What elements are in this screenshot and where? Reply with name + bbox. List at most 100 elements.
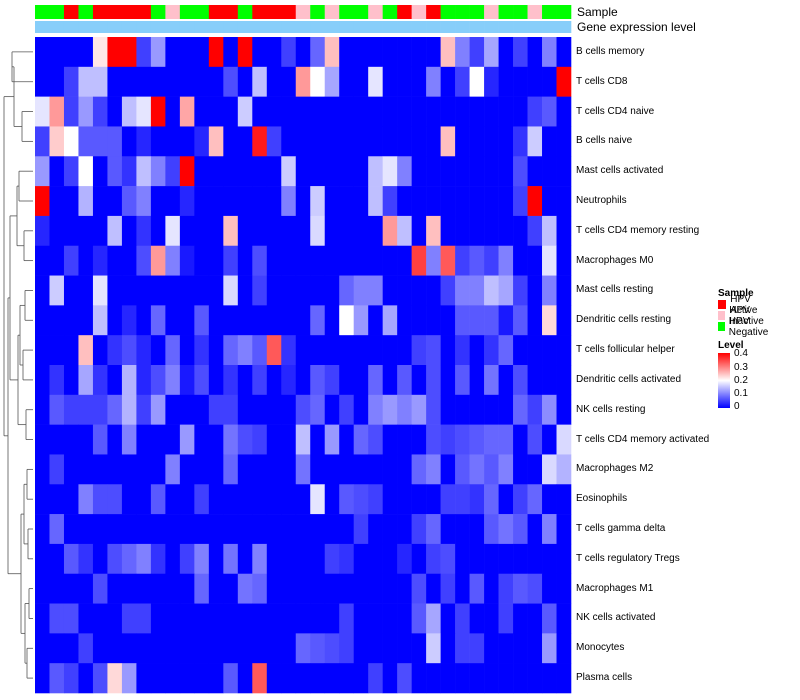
- heatmap-cell: [295, 543, 311, 575]
- heatmap-cell: [78, 96, 94, 127]
- heatmap-cell: [353, 305, 369, 336]
- heatmap-cell: [411, 156, 427, 187]
- sample-annotation-cell: [107, 5, 123, 19]
- heatmap-cell: [281, 305, 297, 336]
- heatmap-cell: [121, 573, 137, 604]
- heatmap-cell: [223, 96, 239, 127]
- heatmap-cell: [150, 365, 166, 396]
- heatmap-cell: [455, 365, 470, 396]
- heatmap-cell: [440, 484, 456, 515]
- heatmap-cell: [484, 245, 499, 276]
- sample-annotation-cell: [208, 5, 224, 19]
- heatmap-cell: [49, 66, 65, 97]
- heatmap-cell: [266, 37, 282, 68]
- heatmap-cell: [107, 37, 123, 68]
- heatmap-cell: [252, 573, 268, 604]
- heatmap-cell: [266, 156, 282, 187]
- heatmap-cell: [150, 156, 166, 187]
- heatmap-cell: [339, 573, 355, 604]
- heatmap-cell: [455, 305, 470, 336]
- heatmap-cell: [107, 245, 123, 276]
- heatmap-cell: [165, 454, 181, 485]
- heatmap-cell: [353, 96, 369, 127]
- gene-level-annotation-cell: [266, 21, 282, 33]
- heatmap-cell: [194, 514, 210, 545]
- heatmap-cell: [484, 514, 499, 545]
- heatmap-cell: [513, 305, 528, 336]
- heatmap-cell: [92, 96, 108, 127]
- heatmap-cell: [484, 663, 499, 694]
- heatmap-cell: [35, 96, 50, 127]
- heatmap-cell: [368, 37, 383, 68]
- heatmap-cell: [339, 305, 355, 336]
- heatmap-cell: [411, 275, 427, 306]
- heatmap-cell: [121, 186, 137, 217]
- gene-level-annotation-cell: [382, 21, 398, 33]
- sample-annotation-cell: [63, 5, 79, 19]
- heatmap-cell: [208, 335, 224, 366]
- heatmap-cell: [136, 245, 152, 276]
- heatmap-cell: [353, 245, 369, 276]
- heatmap-cell: [121, 245, 137, 276]
- heatmap-cell: [542, 514, 557, 545]
- heatmap-cell: [353, 156, 369, 187]
- gene-level-annotation-cell: [136, 21, 152, 33]
- heatmap-cell: [281, 633, 297, 664]
- heatmap-cell: [411, 126, 427, 157]
- heatmap-cell: [35, 573, 50, 604]
- gene-level-annotation-cell: [455, 21, 470, 33]
- heatmap-cell: [324, 275, 340, 306]
- heatmap-cell: [63, 663, 79, 694]
- heatmap-cell: [455, 633, 470, 664]
- heatmap-cell: [353, 215, 369, 247]
- heatmap-cell: [63, 126, 79, 157]
- heatmap-cell: [78, 663, 94, 694]
- heatmap-cell: [324, 245, 340, 276]
- heatmap-cell: [136, 543, 152, 575]
- heatmap-cell: [498, 633, 514, 664]
- heatmap-cell: [397, 66, 412, 97]
- heatmap-cell: [324, 543, 340, 575]
- heatmap-cell: [252, 543, 268, 575]
- heatmap-cell: [382, 514, 398, 545]
- heatmap-cell: [136, 514, 152, 545]
- heatmap-cell: [556, 37, 572, 68]
- heatmap-cell: [295, 215, 311, 247]
- heatmap-cell: [107, 365, 123, 396]
- heatmap-cell: [310, 275, 326, 306]
- heatmap-cell: [107, 96, 123, 127]
- heatmap-cell: [237, 96, 253, 127]
- legend-swatch-hpv-inactive: [718, 311, 726, 320]
- heatmap-cell: [382, 37, 398, 68]
- heatmap-cell: [310, 96, 326, 127]
- heatmap-cell: [382, 543, 398, 575]
- heatmap-cell: [281, 96, 297, 127]
- heatmap-cell: [194, 186, 210, 217]
- heatmap-cell: [397, 514, 412, 545]
- heatmap-cell: [469, 275, 485, 306]
- heatmap-cell: [63, 543, 79, 575]
- heatmap-cell: [223, 394, 239, 425]
- heatmap-cell: [35, 126, 50, 157]
- heatmap-cell: [426, 633, 441, 664]
- heatmap-cell: [63, 156, 79, 187]
- heatmap-cell: [484, 305, 499, 336]
- sample-annotation-cell: [411, 5, 427, 19]
- heatmap-cell: [527, 66, 543, 97]
- heatmap-cell: [397, 37, 412, 68]
- heatmap-cell: [513, 365, 528, 396]
- heatmap-cell: [194, 275, 210, 306]
- heatmap-cell: [353, 514, 369, 545]
- heatmap-cell: [150, 275, 166, 306]
- heatmap-cell: [194, 484, 210, 515]
- gene-level-annotation-cell: [426, 21, 441, 33]
- heatmap-cell: [223, 186, 239, 217]
- heatmap-cell: [368, 365, 383, 396]
- heatmap-cell: [49, 394, 65, 425]
- heatmap-cell: [339, 335, 355, 366]
- sample-annotation-cell: [542, 5, 557, 19]
- heatmap-cell: [440, 365, 456, 396]
- heatmap-cell: [223, 245, 239, 276]
- heatmap-cell: [455, 335, 470, 366]
- heatmap-cell: [107, 156, 123, 187]
